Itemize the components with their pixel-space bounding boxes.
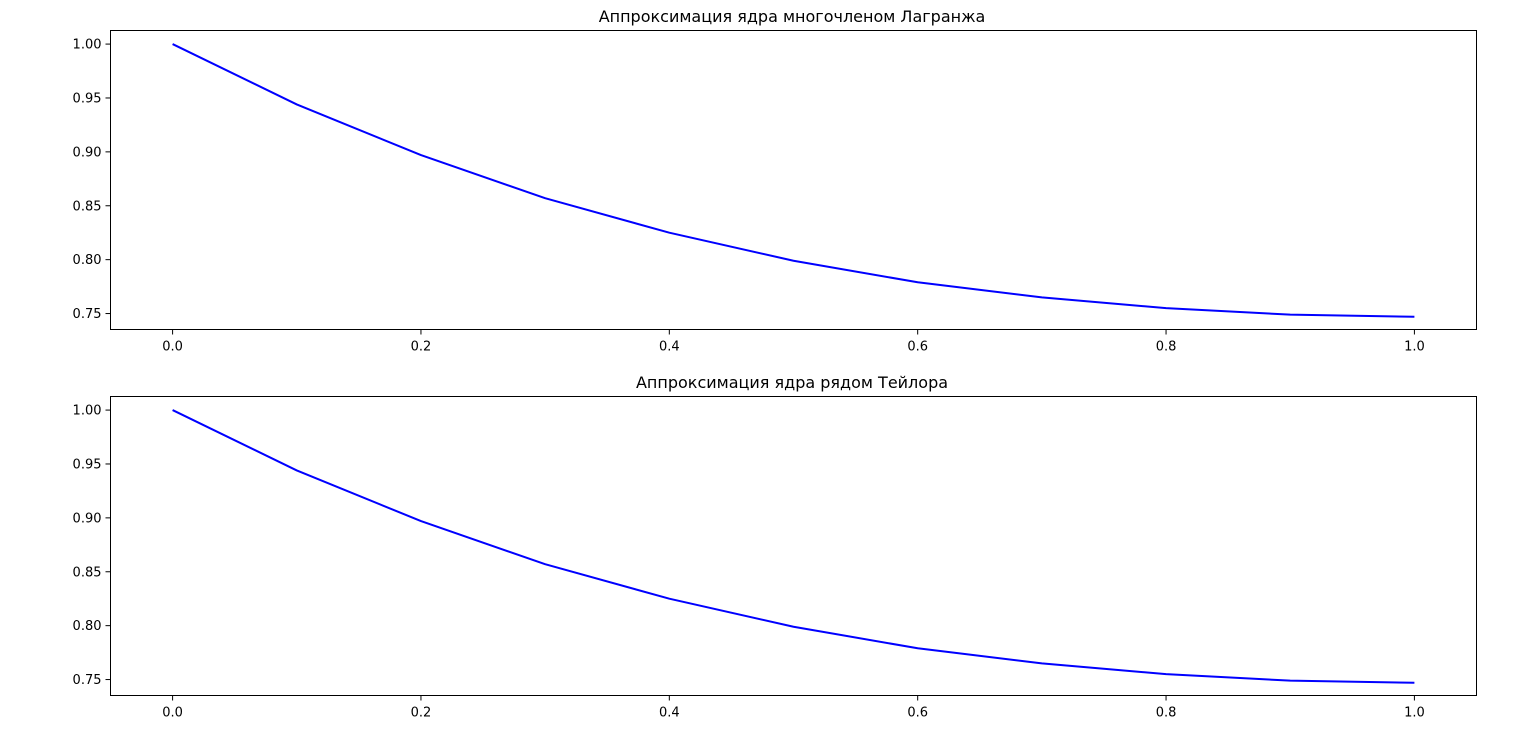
y-tick-label: 0.80 (73, 253, 102, 268)
y-tick-label: 0.90 (73, 511, 102, 526)
series-line (172, 43, 1415, 318)
x-tick-label: 0.8 (1156, 340, 1177, 355)
x-tick-label: 0.2 (411, 340, 432, 355)
x-tick-label: 0.0 (162, 340, 183, 355)
y-tick-label: 0.90 (73, 145, 102, 160)
series-line (172, 409, 1415, 684)
y-tick-label: 1.00 (73, 38, 102, 53)
chart-bottom: Аппроксимация ядра рядом Тейлора 0.0 0.2 0… (73, 373, 1477, 721)
x-tick-label: 0.0 (162, 706, 183, 721)
x-tick-label: 1.0 (1404, 706, 1425, 721)
y-tick-label: 0.75 (73, 307, 102, 322)
x-tick-label: 1.0 (1404, 340, 1425, 355)
chart-top: Аппроксимация ядра многочленом Лагранжа … (73, 7, 1477, 355)
x-tick-label: 0.6 (907, 340, 928, 355)
y-tick-label: 0.80 (73, 619, 102, 634)
chart-title: Аппроксимация ядра многочленом Лагранжа (599, 7, 986, 26)
y-tick-label: 0.85 (73, 565, 102, 580)
y-tick-label: 0.75 (73, 673, 102, 688)
x-tick-label: 0.6 (907, 706, 928, 721)
x-tick-label: 0.8 (1156, 706, 1177, 721)
y-tick-label: 0.95 (73, 457, 102, 472)
x-tick-label: 0.4 (659, 340, 680, 355)
x-tick-label: 0.4 (659, 706, 680, 721)
axes-frame (110, 396, 1477, 696)
x-tick-label: 0.2 (411, 706, 432, 721)
chart-title: Аппроксимация ядра рядом Тейлора (636, 373, 948, 392)
y-tick-label: 1.00 (73, 404, 102, 419)
axes-frame (110, 30, 1477, 330)
y-tick-label: 0.95 (73, 91, 102, 106)
y-tick-label: 0.85 (73, 199, 102, 214)
